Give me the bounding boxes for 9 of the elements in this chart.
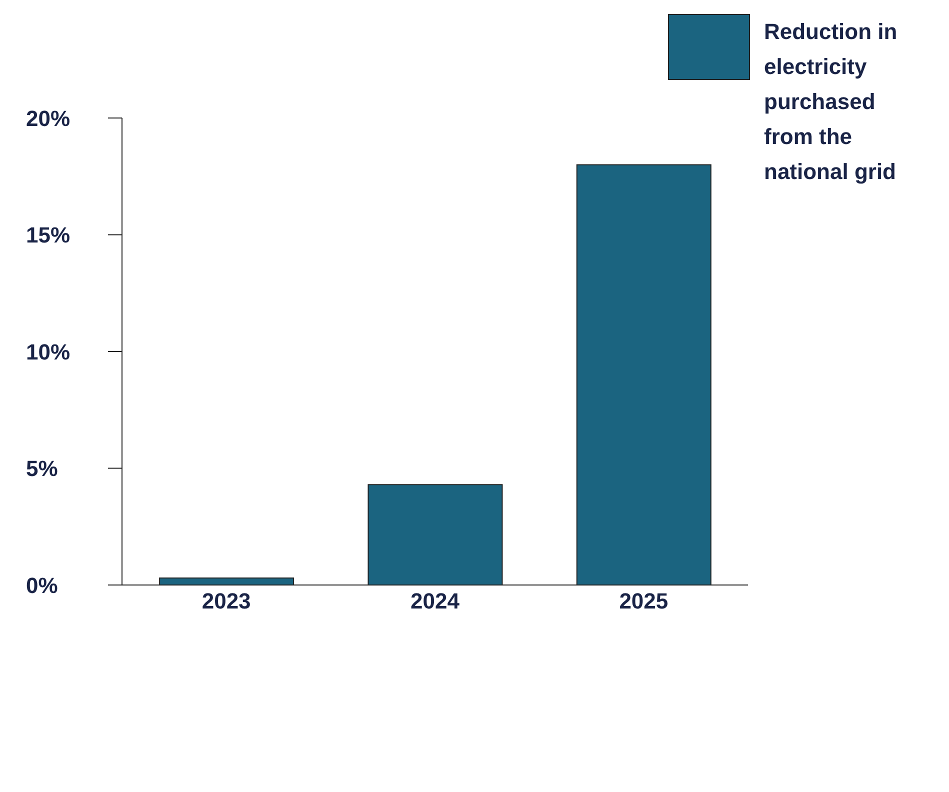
x-tick-label: 2023 (202, 588, 251, 614)
x-tick-label: 2024 (410, 588, 460, 614)
y-tick-label: 20% (26, 106, 70, 131)
y-tick-label: 15% (26, 222, 70, 248)
text: Reduction in electricity purchased from the national grid (764, 18, 898, 186)
y-tick-label: 10% (26, 339, 70, 364)
y-tick-label: 0% (26, 572, 58, 598)
x-tick-label: 2025 (619, 588, 668, 614)
y-tick-label: 5% (26, 456, 58, 482)
